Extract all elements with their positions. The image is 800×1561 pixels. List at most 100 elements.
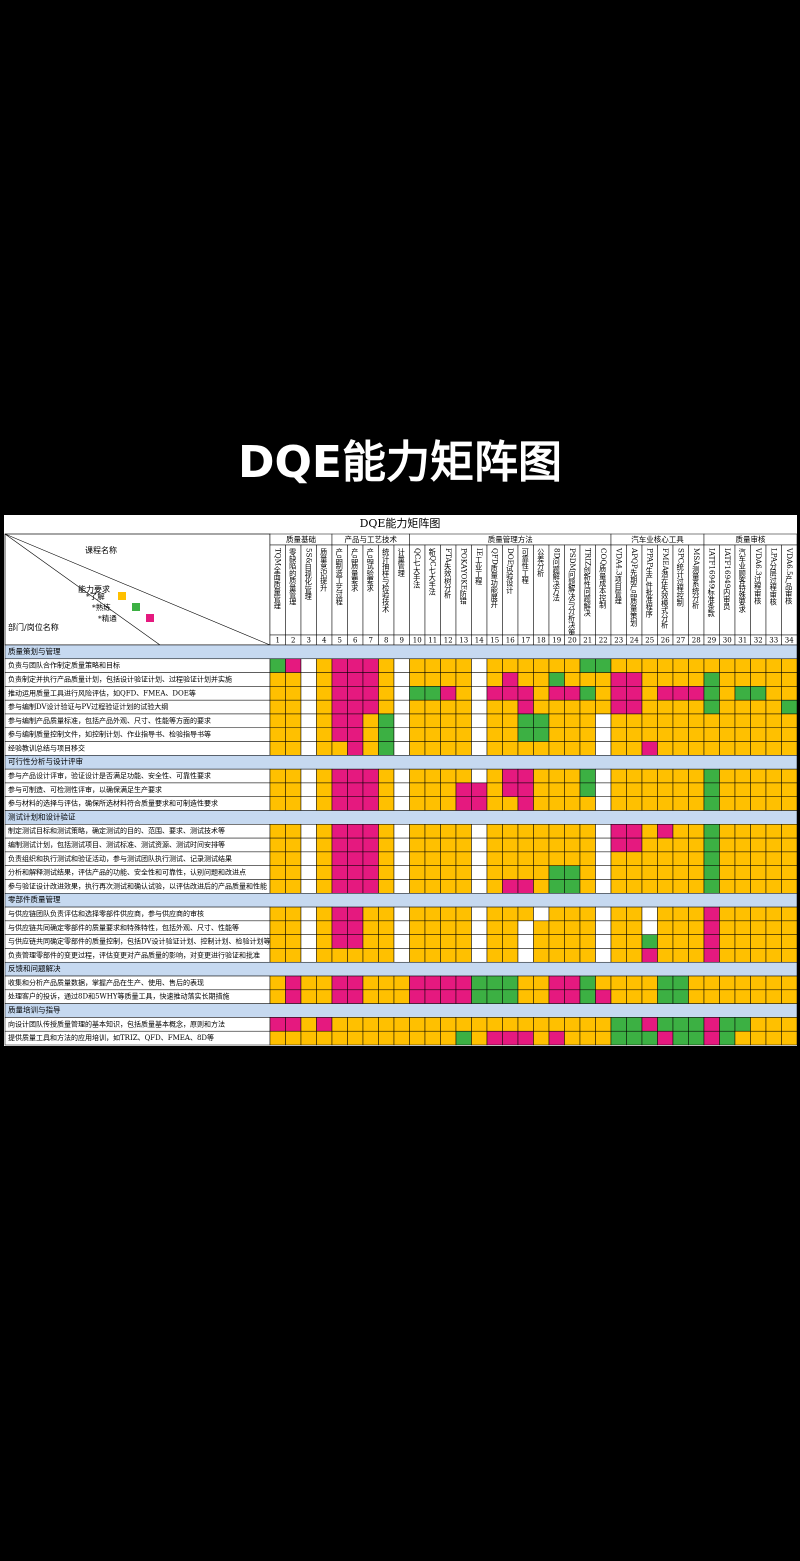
course-name: POKAYOKE防错	[459, 548, 468, 605]
level-cell	[734, 1017, 751, 1032]
level-cell	[424, 768, 441, 784]
level-cell	[331, 851, 348, 866]
level-cell	[347, 713, 364, 729]
level-cell	[672, 782, 689, 797]
level-cell	[362, 989, 379, 1004]
course-name: 可靠性工程	[521, 548, 530, 585]
level-cell	[409, 865, 426, 880]
level-cell	[331, 741, 348, 756]
level-cell	[765, 796, 782, 811]
level-cell	[502, 699, 519, 715]
level-cell	[688, 851, 705, 866]
level-cell	[393, 672, 410, 687]
level-cell	[579, 989, 596, 1004]
level-cell	[347, 796, 364, 811]
level-cell	[703, 672, 720, 687]
level-cell	[703, 948, 720, 963]
level-cell	[657, 879, 674, 894]
level-cell	[269, 672, 286, 687]
level-cell	[393, 865, 410, 880]
level-cell	[285, 851, 302, 866]
level-cell	[626, 796, 643, 811]
course-name: APQP先期产品质量策划	[630, 547, 639, 626]
level-cell	[533, 824, 550, 839]
level-cell	[378, 865, 395, 880]
level-cell	[781, 741, 798, 756]
level-cell	[719, 713, 736, 729]
level-cell	[750, 920, 767, 935]
level-cell	[781, 672, 798, 687]
level-cell	[455, 906, 472, 922]
level-cell	[300, 879, 317, 894]
level-cell	[517, 906, 534, 922]
level-cell	[409, 920, 426, 935]
level-cell	[703, 741, 720, 756]
level-cell	[285, 879, 302, 894]
row-name: 负责管理零部件的变更过程，评估变更对产品质量的影响，对变更进行验证和批准	[8, 950, 260, 959]
level-cell	[517, 975, 534, 991]
level-cell	[657, 906, 674, 922]
level-cell	[378, 837, 395, 853]
level-cell	[533, 727, 550, 742]
level-cell	[331, 906, 348, 922]
level-cell	[347, 975, 364, 991]
level-cell	[579, 658, 596, 673]
level-cell	[579, 741, 596, 756]
level-cell	[579, 713, 596, 729]
level-cell	[750, 851, 767, 866]
level-cell	[502, 713, 519, 729]
level-cell	[719, 865, 736, 880]
level-cell	[331, 782, 348, 797]
level-cell	[734, 672, 751, 687]
level-cell	[610, 768, 627, 784]
level-cell	[548, 948, 565, 963]
level-cell	[285, 865, 302, 880]
level-cell	[564, 699, 581, 715]
level-cell	[626, 1017, 643, 1032]
level-cell	[378, 851, 395, 866]
level-cell	[610, 782, 627, 797]
level-cell	[781, 1030, 798, 1046]
level-cell	[719, 727, 736, 742]
level-cell	[424, 1017, 441, 1032]
course-name: 新QC七大手法	[428, 547, 437, 596]
level-cell	[269, 975, 286, 991]
level-cell	[626, 865, 643, 880]
level-cell	[641, 837, 658, 853]
level-cell	[765, 672, 782, 687]
level-cell	[347, 782, 364, 797]
level-cell	[285, 989, 302, 1004]
level-cell	[657, 658, 674, 673]
level-cell	[703, 975, 720, 991]
level-cell	[672, 906, 689, 922]
level-cell	[610, 865, 627, 880]
level-cell	[719, 768, 736, 784]
level-cell	[750, 672, 767, 687]
level-cell	[564, 741, 581, 756]
level-cell	[688, 796, 705, 811]
course-no: 14	[475, 637, 484, 645]
level-cell	[688, 782, 705, 797]
level-cell	[440, 768, 457, 784]
level-cell	[610, 727, 627, 742]
level-cell	[610, 672, 627, 687]
page-title: DQE能力矩阵图	[238, 437, 562, 488]
level-cell	[564, 658, 581, 673]
level-cell	[579, 865, 596, 880]
level-cell	[688, 768, 705, 784]
level-cell	[455, 934, 472, 949]
row-name: 经验教训总结与项目移交	[8, 743, 85, 752]
level-cell	[750, 879, 767, 894]
level-cell	[719, 741, 736, 756]
level-cell	[672, 741, 689, 756]
level-cell	[378, 1017, 395, 1032]
level-cell	[409, 934, 426, 949]
level-cell	[455, 865, 472, 880]
level-cell	[719, 782, 736, 797]
level-cell	[626, 934, 643, 949]
level-cell	[424, 975, 441, 991]
level-cell	[657, 851, 674, 866]
level-cell	[409, 879, 426, 894]
level-cell	[517, 934, 534, 949]
level-cell	[517, 699, 534, 715]
